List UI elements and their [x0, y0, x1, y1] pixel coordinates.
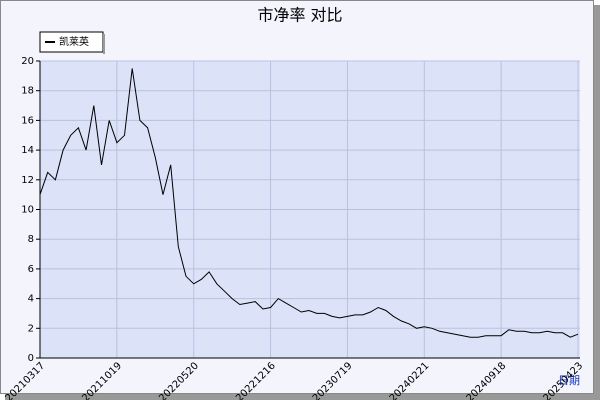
y-tick-label: 4 [28, 294, 34, 305]
y-tick-label: 16 [21, 115, 34, 126]
shadow [594, 5, 600, 400]
y-tick-label: 0 [28, 353, 34, 364]
shadow [5, 394, 600, 400]
y-tick-label: 14 [21, 145, 34, 156]
y-tick-label: 2 [28, 323, 34, 334]
y-tick-label: 6 [28, 264, 34, 275]
x-axis-label: 日期 [558, 374, 580, 387]
chart-title: 市净率 对比 [257, 6, 342, 25]
y-tick-label: 8 [28, 234, 34, 245]
legend-shadow [103, 34, 105, 54]
line [39, 68, 579, 338]
y-tick-label: 12 [21, 175, 34, 186]
y-tick-label: 10 [21, 205, 34, 216]
legend-label: 凯莱英 [59, 35, 89, 48]
y-tick-label: 20 [21, 56, 34, 67]
y-tick-label: 18 [21, 86, 34, 97]
